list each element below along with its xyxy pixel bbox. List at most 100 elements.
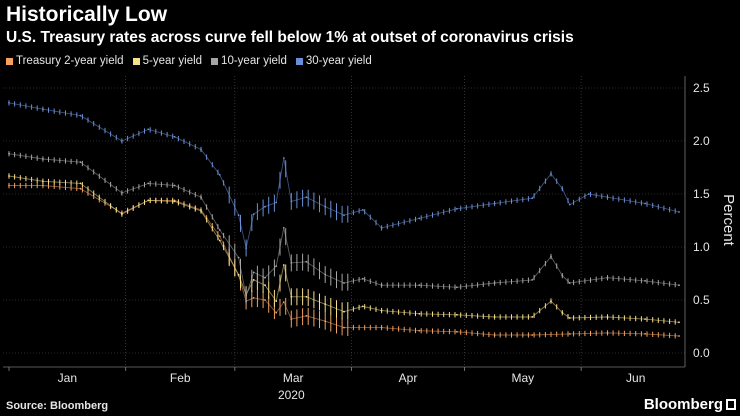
series-point [644, 333, 646, 335]
series-point [200, 148, 202, 151]
series-point [275, 201, 278, 204]
series-point [380, 326, 383, 329]
series-point [42, 108, 44, 111]
series-point [79, 187, 82, 190]
series-point [173, 135, 176, 138]
series-line [9, 185, 680, 337]
series-point [531, 279, 534, 281]
legend-label-5yr: 5-year yield [142, 55, 203, 67]
series-point [380, 284, 383, 287]
series-line [8, 175, 680, 323]
series-point [606, 332, 609, 334]
series-point [305, 196, 308, 199]
source-note: Source: Bloomberg [6, 400, 109, 412]
legend-swatch-2yr [6, 57, 13, 65]
series-point [237, 214, 240, 217]
series-point [550, 255, 552, 258]
series-5-year-yield [8, 173, 680, 325]
series-point [42, 180, 44, 183]
series-point [173, 200, 176, 203]
series-point [550, 300, 552, 302]
legend-item-10yr: 10-year yield [211, 55, 287, 67]
series-point [275, 311, 278, 314]
series-point [606, 276, 609, 279]
series-point [121, 213, 123, 216]
series-point [252, 297, 255, 299]
legend-label-30yr: 30-year yield [305, 55, 372, 67]
series-point [324, 205, 327, 208]
series-point [147, 199, 150, 202]
legend-swatch-5yr [132, 57, 140, 65]
series-point [644, 280, 646, 282]
y-tick-label: 2.5 [693, 81, 710, 95]
series-point [8, 175, 10, 177]
series-point [456, 207, 458, 210]
legend-item-30yr: 30-year yield [295, 55, 372, 67]
series-point [531, 197, 534, 200]
series-point [531, 316, 534, 318]
series-point [418, 217, 421, 220]
brand-name: Bloomberg [643, 396, 723, 413]
series-point [418, 312, 421, 315]
series-point [587, 193, 590, 195]
brand-logo: Bloomberg [644, 396, 736, 413]
series-point [531, 334, 534, 336]
series-point [361, 277, 364, 280]
series-point [606, 196, 609, 199]
series-point [678, 211, 680, 213]
series-point [493, 334, 496, 336]
x-tick-label: Jun [626, 371, 645, 385]
series-point [343, 310, 345, 313]
series-point [644, 318, 646, 320]
series-point [561, 187, 564, 190]
legend-swatch-10yr [211, 57, 219, 65]
series-point [252, 271, 255, 274]
series-point [200, 196, 202, 199]
series-point [200, 210, 202, 212]
series-point [324, 273, 327, 276]
series-point [361, 209, 364, 211]
series-point [264, 284, 266, 287]
legend-label-10yr: 10-year yield [221, 55, 287, 67]
chart-subtitle: U.S. Treasury rates across curve fell be… [6, 29, 574, 46]
series-point [343, 282, 345, 284]
series-point [237, 273, 240, 276]
series-line [8, 153, 680, 298]
series-point [42, 184, 44, 187]
series-point [264, 299, 266, 301]
series-point [561, 311, 564, 314]
series-point [343, 214, 345, 217]
legend-swatch-30yr [295, 57, 303, 65]
series-point [79, 182, 82, 185]
series-point [290, 318, 293, 320]
legend-label-2yr: Treasury 2-year yield [16, 55, 124, 67]
series-point [324, 320, 327, 323]
x-tick-label: Mar [283, 371, 304, 385]
series-point [456, 313, 458, 316]
brand-mark-icon [726, 399, 736, 410]
series-point [173, 184, 176, 187]
y-tick-label: 2.0 [693, 134, 710, 148]
series-point [550, 173, 552, 175]
x-tick-label: Apr [399, 371, 418, 385]
series-point [8, 152, 10, 155]
series-point [147, 182, 150, 185]
series-point [380, 227, 383, 229]
series-point [568, 282, 571, 284]
series-point [361, 305, 364, 308]
series-point [324, 303, 327, 306]
x-tick-label: Feb [170, 371, 191, 385]
series-point [218, 235, 221, 238]
series-point [218, 239, 221, 242]
series-point [290, 295, 293, 298]
series-point [493, 316, 496, 318]
series-point [290, 262, 293, 264]
series-point [121, 140, 123, 142]
series-point [218, 174, 221, 176]
y-tick-label: 0.5 [693, 293, 710, 307]
series-point [237, 256, 240, 259]
series-point [678, 335, 680, 337]
series-point [264, 276, 266, 279]
series-point [245, 247, 248, 250]
